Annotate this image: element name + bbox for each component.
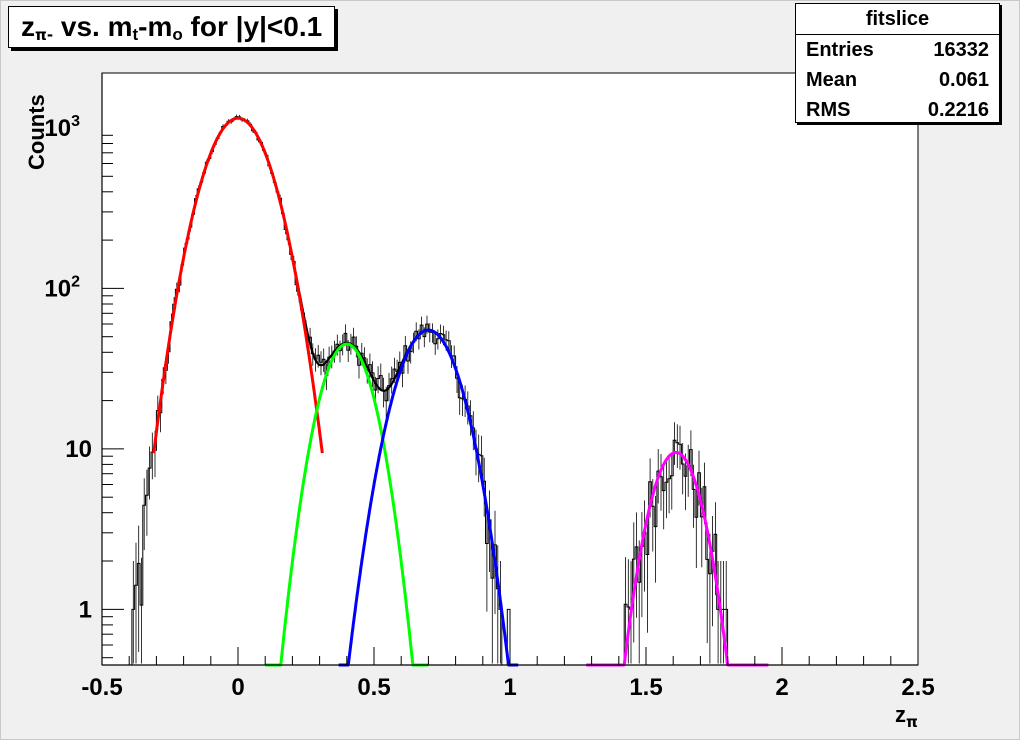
x-axis-title-sub: π — [906, 713, 918, 731]
y-tick-exponent: 2 — [71, 273, 80, 290]
stats-value: 0.061 — [938, 69, 989, 91]
title-sub-t: t — [132, 25, 139, 44]
title-mid: vs. m — [53, 11, 133, 42]
x-tick-label: 2 — [775, 674, 788, 701]
fit-curve-1 — [265, 342, 429, 667]
plot-frame — [101, 72, 919, 666]
x-tick-label: 0.5 — [357, 674, 390, 701]
y-tick-label: 103 — [44, 113, 80, 142]
histogram-layer — [102, 114, 918, 666]
x-axis-title: zπ — [895, 702, 918, 731]
y-tick-label: 1 — [79, 596, 92, 623]
y-tick-label: 102 — [44, 273, 80, 302]
y-tick-exponent: 3 — [71, 113, 80, 130]
title-sub-pi: π- — [35, 26, 54, 44]
fit-curves-layer — [152, 116, 769, 667]
stats-title: fitslice — [796, 4, 999, 35]
stats-label: Entries — [806, 39, 874, 61]
y-tick-label: 10 — [65, 436, 92, 463]
x-tick-label: -0.5 — [81, 674, 122, 701]
stats-row-mean: Mean 0.061 — [796, 65, 999, 95]
stats-value: 0.2216 — [927, 99, 989, 121]
stats-label: Mean — [806, 69, 858, 91]
fit-curve-2 — [338, 328, 519, 667]
stats-row-rms: RMS 0.2216 — [796, 95, 999, 125]
title-sub-o: o — [172, 25, 183, 44]
fit-curve-0 — [152, 116, 324, 454]
title-suffix: for |y|<0.1 — [182, 11, 323, 42]
axes-layer: -0.5 0 0.5 1 1.5 2 2.5 1 10 102 103 — [44, 73, 935, 701]
title-prefix: z — [21, 11, 35, 42]
x-tick-label: 0 — [231, 674, 244, 701]
stats-row-entries: Entries 16332 — [796, 35, 999, 65]
y-axis-title: Counts — [24, 94, 49, 170]
title-mid2: -m — [138, 11, 173, 42]
x-tick-label: 2.5 — [901, 674, 934, 701]
x-tick-label: 1.5 — [629, 674, 662, 701]
stats-value: 16332 — [933, 39, 989, 61]
x-axis-title-main: z — [895, 702, 906, 727]
stats-label: RMS — [806, 99, 851, 121]
stats-box: fitslice Entries 16332 Mean 0.061 RMS 0.… — [795, 3, 1000, 123]
x-tick-label: 1 — [503, 674, 516, 701]
chart-title: zπ- vs. mt-mo for |y|<0.1 — [8, 6, 336, 48]
